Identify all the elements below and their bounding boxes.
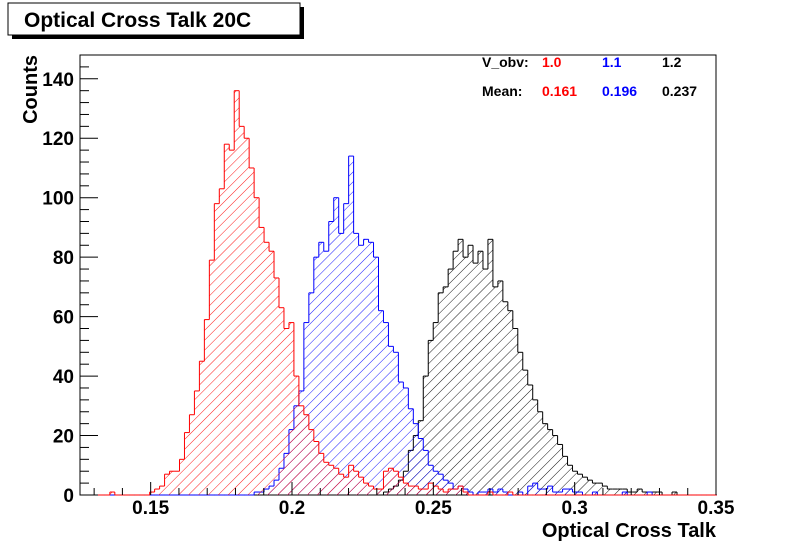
y-tick-label: 0 <box>63 486 74 507</box>
title-box <box>7 2 301 36</box>
legend-mean-2: 0.196 <box>602 83 637 99</box>
y-tick-label: 100 <box>42 189 74 210</box>
x-tick-label: 0.25 <box>415 498 452 519</box>
y-tick-label: 20 <box>53 427 74 448</box>
legend-series-name-1: 1.0 <box>542 54 562 70</box>
series-fill-1.1 <box>80 156 717 495</box>
series-1.0 <box>80 90 717 496</box>
x-tick-label: 0.35 <box>698 498 735 519</box>
y-axis-title: Counts <box>20 55 42 124</box>
y-tick-label: 80 <box>53 248 74 269</box>
x-axis-title: Optical Cross Talk <box>542 520 717 542</box>
y-tick-label: 140 <box>42 70 74 91</box>
stats-legend: V_obv: 1.0 1.1 1.2 Mean: 0.161 0.196 0.2… <box>482 54 697 99</box>
legend-series-name-3: 1.2 <box>662 54 682 70</box>
legend-mean-3: 0.237 <box>662 83 697 99</box>
series-layer <box>80 90 717 496</box>
x-tick-label: 0.3 <box>561 498 587 519</box>
x-tick-label: 0.2 <box>279 498 305 519</box>
y-tick-label: 120 <box>42 129 74 150</box>
legend-header-label: V_obv: <box>482 54 529 70</box>
legend-series-name-2: 1.1 <box>602 54 622 70</box>
series-fill-1.0 <box>80 90 717 496</box>
x-tick-label: 0.15 <box>132 498 169 519</box>
axis-layer: 0.15 0.2 0.25 0.3 0.35 0 20 40 60 80 100 120 140 <box>42 54 735 519</box>
legend-mean-label: Mean: <box>482 83 522 99</box>
chart-title: Optical Cross Talk 20C <box>24 9 251 32</box>
legend-mean-1: 0.161 <box>542 83 577 99</box>
series-1.1 <box>80 155 717 496</box>
y-tick-label: 60 <box>53 308 74 329</box>
y-tick-label: 40 <box>53 367 74 388</box>
